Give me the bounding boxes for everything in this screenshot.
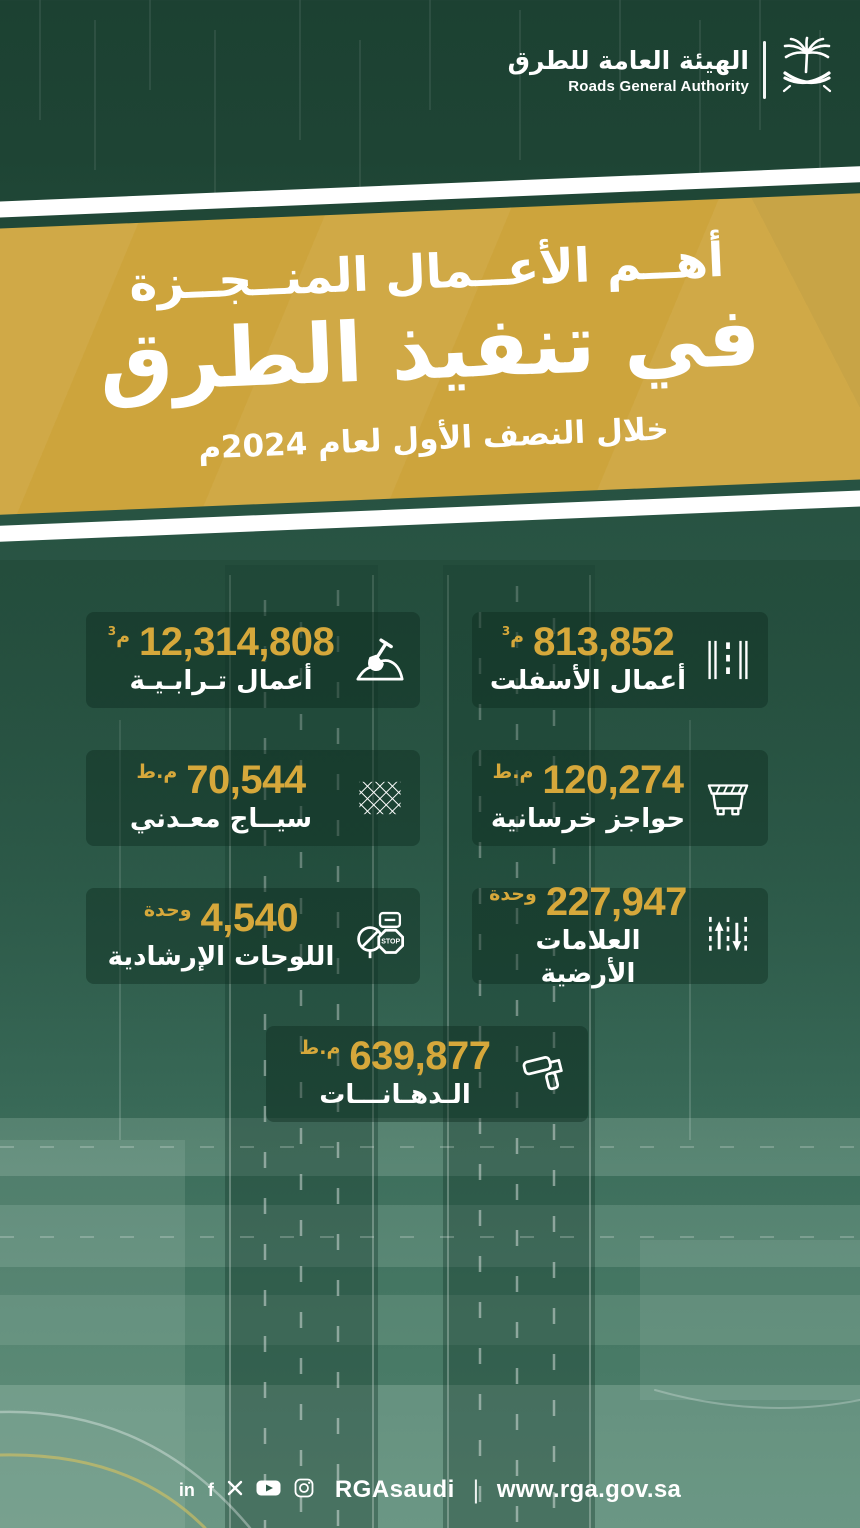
stat-value: 639,877: [349, 1034, 491, 1079]
social-icons: in f: [179, 1478, 314, 1502]
stat-value: 120,274: [542, 758, 684, 803]
stat-unit: م.ط: [492, 761, 534, 784]
stat-label: أعمال تـرابـيـة: [129, 666, 313, 697]
stat-value: 12,314,808: [139, 620, 335, 665]
stat-concrete-barriers: 120,274 م.ط حواجز خرسانية: [472, 750, 768, 846]
banner-gold-panel: أهــم الأعــمال المنــجــزة في تنفيذ الط…: [0, 192, 860, 516]
brand-name-arabic: الهيئة العامة للطرق: [507, 46, 749, 76]
stat-guide-signs: STOP 4,540 وحدة اللوحات الإرشادية: [86, 888, 420, 984]
logo-divider: [763, 41, 766, 99]
palm-emblem-icon: [780, 36, 834, 104]
website-url: www.rga.gov.sa: [496, 1476, 682, 1503]
stat-label: الـدهـانـــات: [319, 1080, 471, 1111]
concrete-barrier-icon: [702, 773, 754, 823]
brand-text: الهيئة العامة للطرق Roads General Author…: [508, 45, 749, 95]
stat-unit: م.ط: [299, 1037, 341, 1060]
stat-value: 4,540: [200, 896, 299, 941]
stat-metal-fence: 70,544 م.ط سيــاج معـدني: [86, 750, 420, 846]
stat-label: اللوحات الإرشادية: [107, 942, 335, 973]
metal-fence-icon: [354, 773, 406, 823]
footer-divider: |: [471, 1476, 480, 1504]
stat-label: حواجز خرسانية: [490, 804, 686, 835]
footer-bar: in f RGAsaudi | www.rga.gov.sa: [0, 1476, 860, 1504]
stat-paints: 639,877 م.ط الـدهـانـــات: [266, 1026, 588, 1122]
stat-value: 813,852: [533, 620, 675, 665]
stat-unit: م.ط: [136, 761, 178, 784]
banner-subtitle: خلال النصف الأول لعام 2024م: [197, 411, 670, 467]
header-logo: الهيئة العامة للطرق Roads General Author…: [508, 36, 834, 104]
stats-grid: 12,314,808 م3 أعمال تـرابـيـة 813,852 م3…: [0, 612, 860, 1122]
asphalt-road-icon: [702, 635, 754, 685]
stat-unit: م3: [107, 624, 131, 648]
stat-unit: وحدة: [489, 883, 537, 905]
stat-road-markings: 227,947 وحدة العلامات الأرضية: [472, 882, 768, 989]
road-markings-icon: [702, 911, 754, 961]
stat-asphalt: 813,852 م3 أعمال الأسفلت: [472, 612, 768, 708]
stat-value: 70,544: [186, 758, 306, 803]
linkedin-icon: in: [178, 1480, 195, 1500]
facebook-icon: f: [207, 1480, 214, 1500]
shovel-earthworks-icon: [354, 634, 406, 686]
stat-label: العلامات الأرضية: [535, 926, 641, 989]
social-handle: RGAsaudi: [334, 1476, 455, 1503]
youtube-icon: [256, 1479, 281, 1501]
stat-label: أعمال الأسفلت: [489, 666, 687, 697]
title-banner: أهــم الأعــمال المنــجــزة في تنفيذ الط…: [0, 165, 860, 543]
x-twitter-icon: [227, 1480, 243, 1500]
svg-text:STOP: STOP: [381, 939, 400, 946]
stat-unit: وحدة: [143, 899, 192, 922]
paint-roller-icon: [522, 1048, 574, 1100]
instagram-icon: [294, 1478, 314, 1502]
stat-label: سيــاج معـدني: [129, 804, 313, 835]
stat-value: 227,947: [545, 880, 688, 924]
stat-unit: م3: [501, 624, 525, 648]
brand-name-english: Roads General Authority: [568, 77, 749, 95]
stat-earthworks: 12,314,808 م3 أعمال تـرابـيـة: [86, 612, 420, 708]
guide-signs-icon: STOP: [354, 910, 406, 962]
